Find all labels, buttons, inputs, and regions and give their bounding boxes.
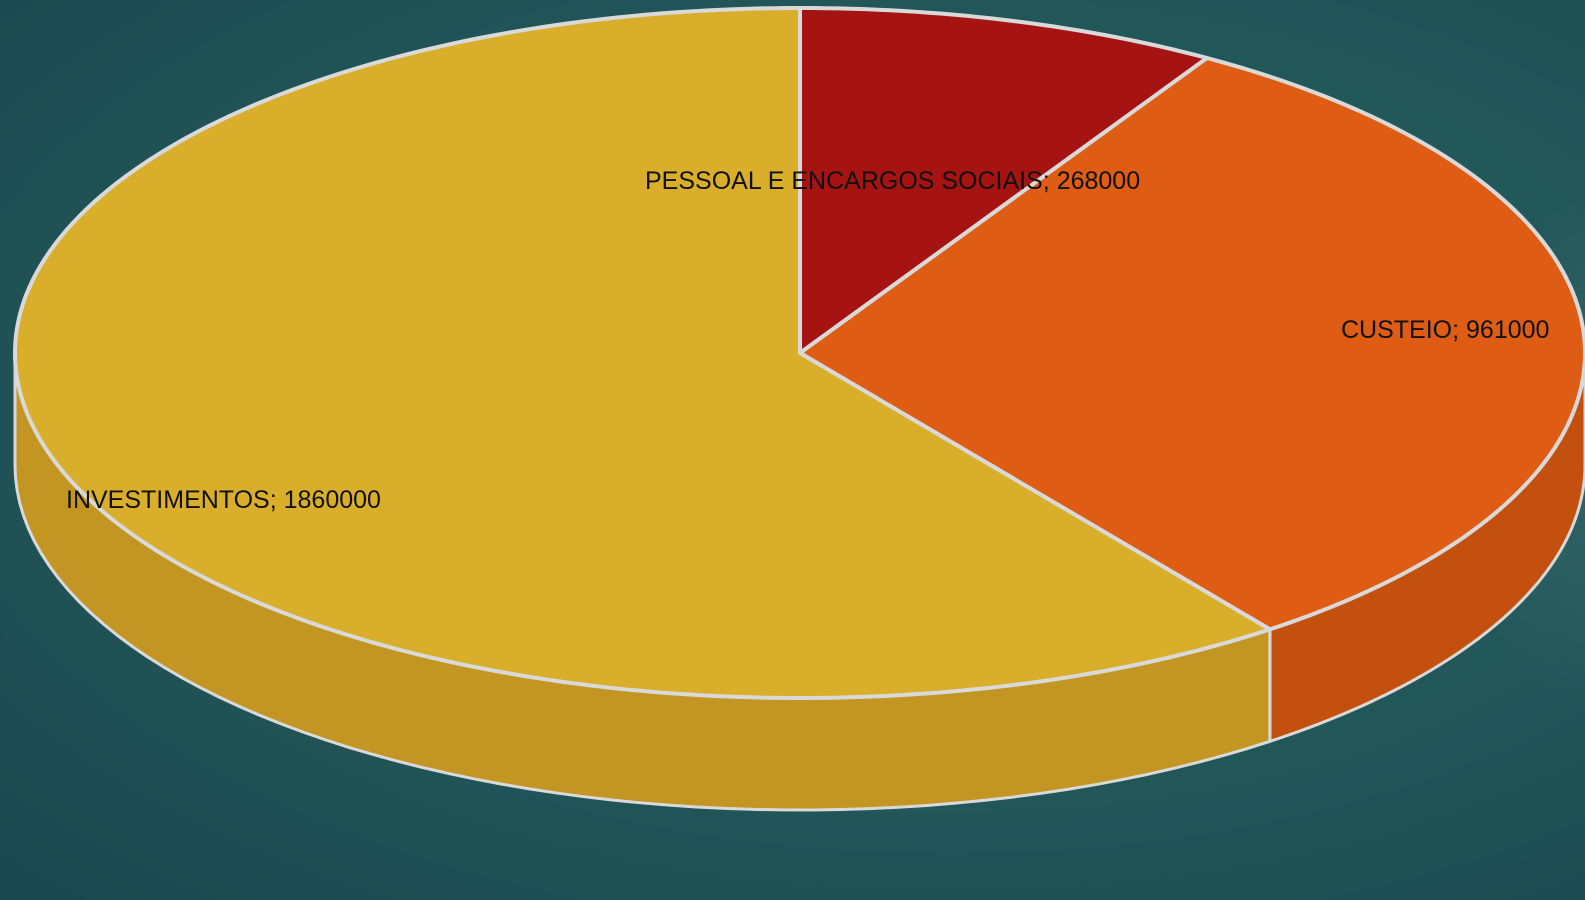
pie-labels: PESSOAL E ENCARGOS SOCIAIS; 268000 CUSTE… [66, 167, 1549, 514]
slice-label-pessoal: PESSOAL E ENCARGOS SOCIAIS; 268000 [645, 167, 1140, 195]
slice-label-custeio: CUSTEIO; 961000 [1341, 316, 1549, 344]
slice-pessoal-e-encargos-sociais [798, 6, 1210, 355]
slice-label-investimentos: INVESTIMENTOS; 1860000 [66, 486, 381, 514]
slice-custeio [798, 56, 1585, 632]
pie-tops [13, 6, 1585, 700]
slice-investimentos [13, 6, 1272, 700]
